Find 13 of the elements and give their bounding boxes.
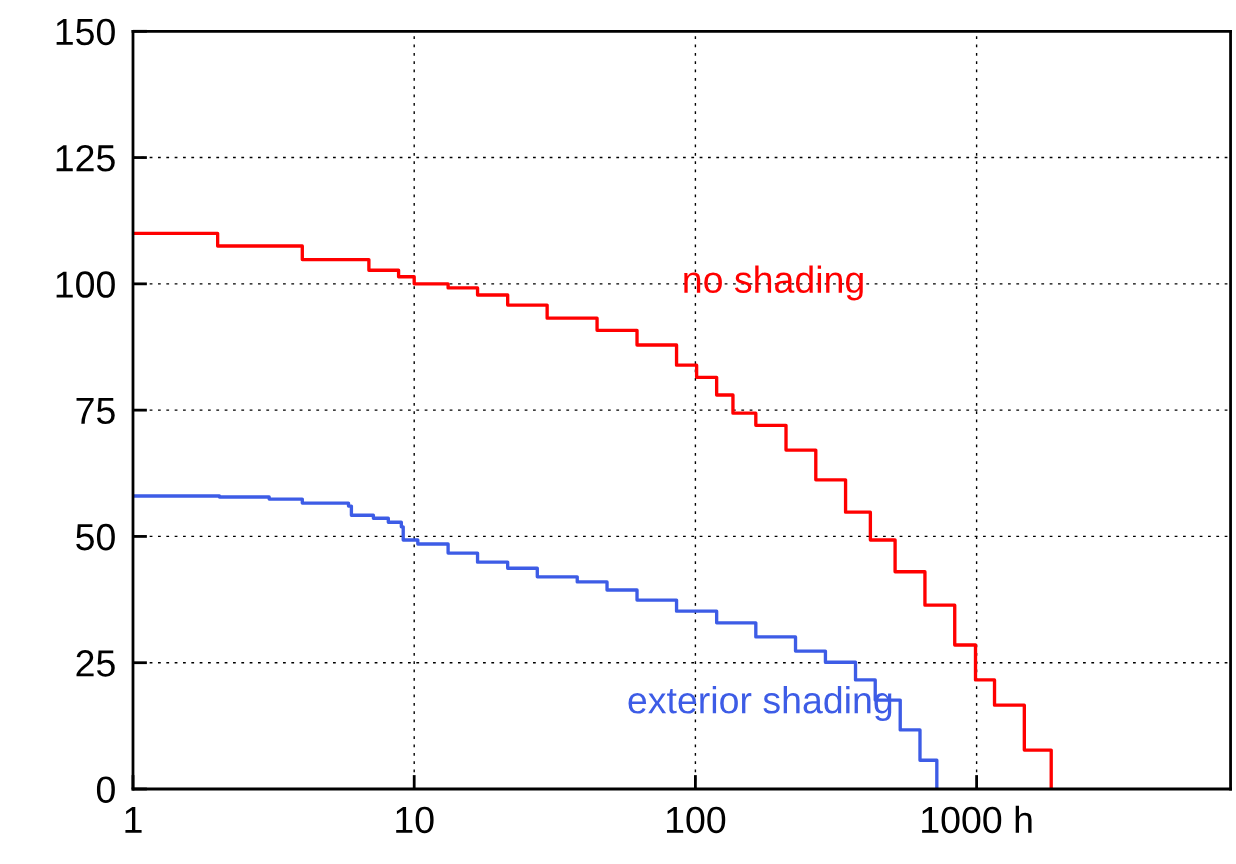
y-tick-label: 25 bbox=[76, 650, 115, 677]
y-tick-label: 50 bbox=[76, 523, 115, 551]
x-tick-label: 100 bbox=[666, 806, 726, 834]
y-tick-label: 75 bbox=[76, 397, 115, 425]
x-tick-label: 1000 h bbox=[922, 805, 1032, 834]
y-tick-label: 125 bbox=[56, 144, 115, 172]
y-tick-label: 100 bbox=[56, 271, 115, 298]
x-tick-label: 10 bbox=[396, 806, 434, 834]
y-tick-label: 0 bbox=[96, 776, 115, 803]
series-label: exterior shading bbox=[628, 686, 892, 722]
series-label: no shading bbox=[684, 265, 863, 301]
x-tick-label: 1 bbox=[125, 807, 142, 833]
y-tick-label: 150 bbox=[56, 18, 115, 46]
